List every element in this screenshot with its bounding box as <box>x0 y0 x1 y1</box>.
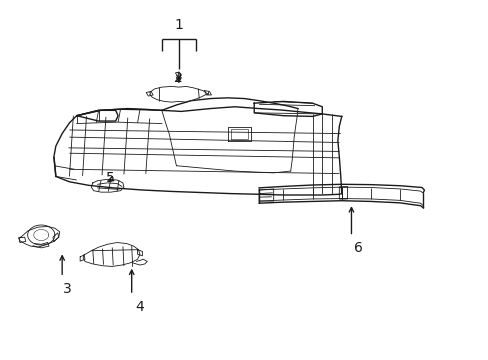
Text: 2: 2 <box>174 71 183 85</box>
Text: 6: 6 <box>354 241 363 255</box>
Text: 3: 3 <box>62 282 71 296</box>
Text: 5: 5 <box>106 171 115 185</box>
Text: 4: 4 <box>135 300 144 314</box>
Text: 1: 1 <box>174 18 183 32</box>
